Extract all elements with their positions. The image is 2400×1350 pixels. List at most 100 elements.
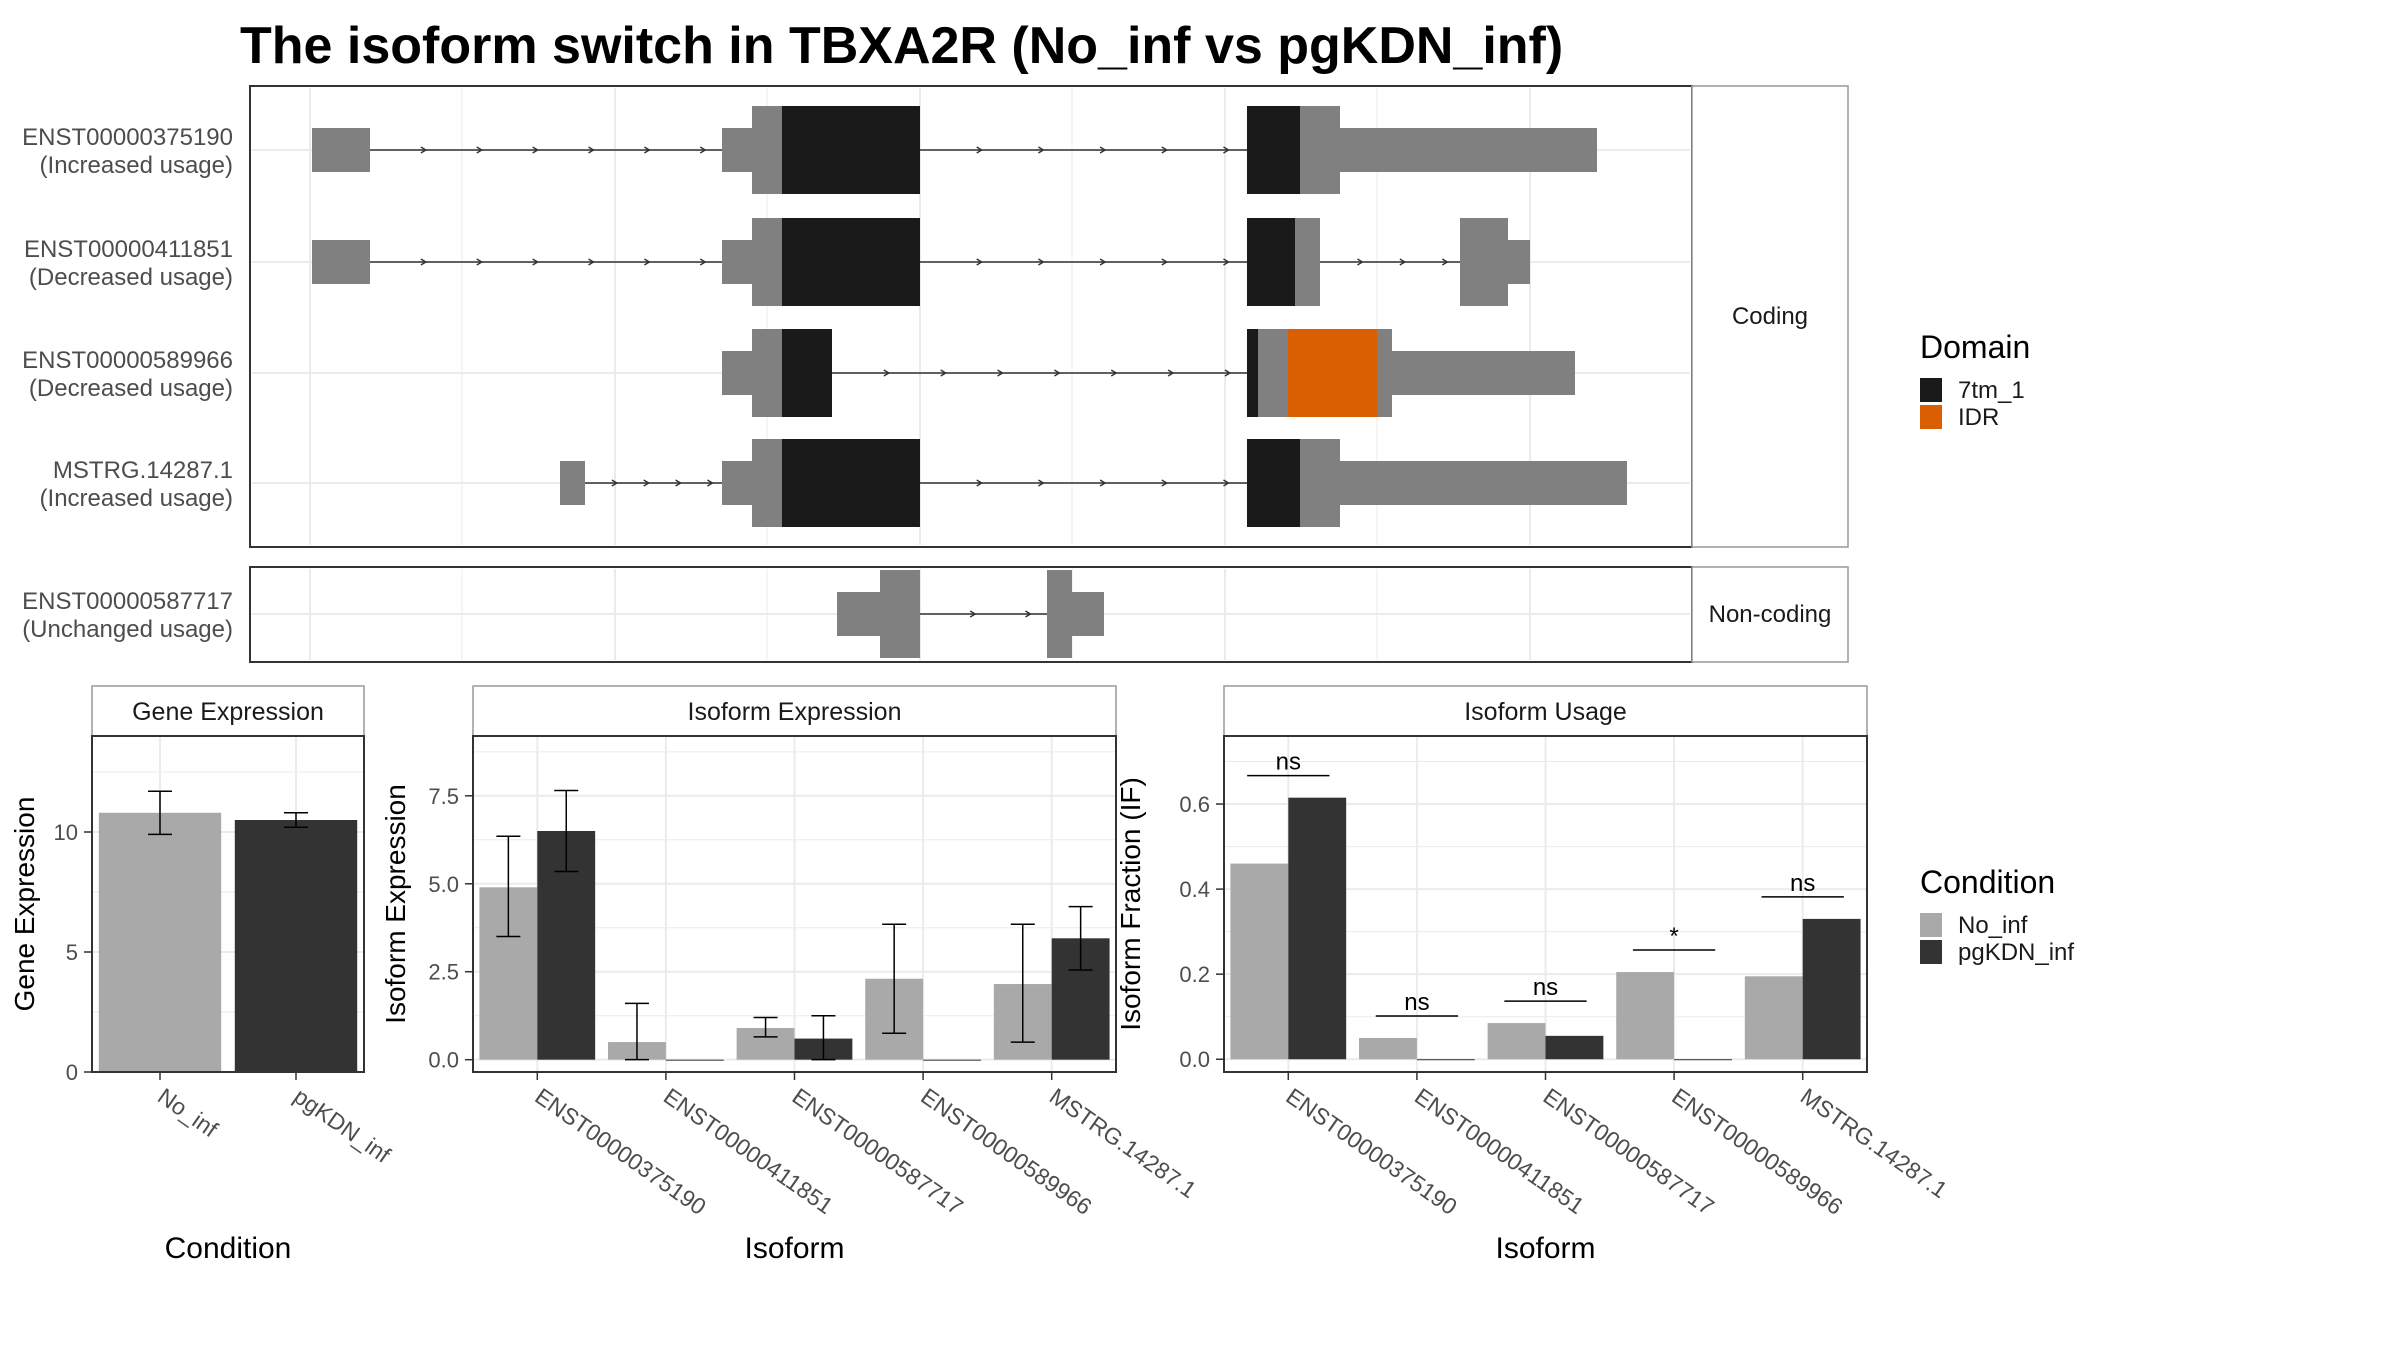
intron-arrow (588, 258, 595, 266)
bar (1744, 976, 1803, 1060)
intron-arrow (976, 258, 984, 266)
cds-exon (880, 570, 920, 658)
domain-7tm-1 (782, 218, 920, 306)
intron-arrow (1224, 369, 1232, 377)
intron-arrow (1038, 479, 1045, 487)
chart-strip-title: Isoform Expression (688, 698, 902, 726)
domain-legend-title: Domain (1920, 329, 2030, 365)
intron-arrow (532, 258, 539, 266)
intron-arrow (1099, 258, 1107, 266)
bar (1545, 1035, 1604, 1060)
domain-7tm-1 (782, 329, 832, 417)
y-tick-label: 0.2 (1179, 962, 1210, 987)
domain-legend-swatch (1920, 378, 1942, 402)
utr-exon (837, 592, 880, 636)
intron-arrow (699, 258, 707, 266)
bar (1616, 972, 1675, 1060)
y-axis-title: Gene Expression (9, 797, 40, 1012)
chart-strip-title: Isoform Usage (1464, 698, 1627, 726)
intron-arrow (1025, 610, 1032, 618)
significance-label: ns (1404, 989, 1429, 1016)
condition-legend-swatch (1920, 940, 1942, 964)
bar (1230, 863, 1289, 1060)
intron-arrow (1099, 146, 1107, 154)
y-tick-label: 0.0 (1179, 1047, 1210, 1072)
chart-0: Gene Expression 0 5 10 No_inf pgKDN_inf Gene E… (9, 685, 396, 1265)
intron-arrow (1038, 258, 1045, 266)
y-tick-label: 0.6 (1179, 792, 1210, 817)
domain-legend-label: IDR (1958, 404, 1999, 431)
y-axis-title: Isoform Expression (380, 784, 411, 1024)
intron-arrow (611, 479, 619, 487)
intron-arrow (1110, 369, 1118, 377)
utr-exon (722, 461, 752, 505)
y-tick-label: 0.4 (1179, 877, 1210, 902)
intron-arrow (644, 146, 651, 154)
utr-exon (1392, 351, 1575, 395)
utr-exon (1508, 240, 1530, 284)
intron-arrow (1223, 146, 1230, 154)
domain-idr (1288, 329, 1377, 417)
intron-arrow (997, 369, 1004, 377)
intron-arrow (976, 479, 984, 487)
bar (923, 1059, 981, 1061)
condition-legend-label: pgKDN_inf (1958, 939, 2074, 966)
isoform-row-usage: (Increased usage) (40, 152, 233, 179)
bar (1359, 1037, 1417, 1060)
bar (1802, 918, 1861, 1060)
intron-arrow (588, 146, 595, 154)
bar (1288, 797, 1347, 1060)
isoform-row-usage: (Increased usage) (40, 485, 233, 512)
utr-exon (560, 461, 585, 505)
figure-title-svg: The isoform switch in TBXA2R (No_inf vs … (240, 17, 1563, 75)
intron-arrow (1038, 146, 1045, 154)
chart-frame (91, 735, 365, 1073)
bar (1487, 1023, 1546, 1060)
y-tick-label: 10 (54, 820, 78, 845)
intron-arrow (643, 479, 651, 487)
domain-7tm-1 (1247, 329, 1258, 417)
intron-arrow (699, 146, 707, 154)
bar (234, 820, 358, 1072)
isoform-row-id: ENST00000589966 (22, 347, 233, 374)
y-tick-label: 0.0 (428, 1048, 459, 1073)
intron-arrow (675, 479, 682, 487)
chart-2: Isoform Usagensnsns*ns0.00.20.40.6ENST00… (1115, 685, 1952, 1265)
intron-arrow (420, 258, 428, 266)
intron-arrow (1161, 146, 1169, 154)
coding-strip-label: Coding (1732, 303, 1808, 330)
utr-exon (722, 351, 752, 395)
domain-7tm-1 (782, 439, 920, 527)
intron-arrow (1223, 479, 1230, 487)
y-axis-title: Isoform Fraction (IF) (1115, 777, 1146, 1031)
isoform-row-usage: (Decreased usage) (29, 264, 233, 291)
cds-exon (1460, 218, 1508, 306)
coding-strip (1691, 85, 1849, 548)
domain-7tm-1 (1247, 106, 1300, 194)
condition-legend-swatch (1920, 913, 1942, 937)
noncoding-strip (1691, 566, 1849, 663)
intron-arrow (476, 146, 484, 154)
intron-arrow (1357, 258, 1364, 266)
x-axis-title: Isoform (1495, 1232, 1595, 1265)
x-axis-title: Isoform (744, 1232, 844, 1265)
noncoding-strip-label: Non-coding (1709, 601, 1832, 628)
figure-title: The isoform switch in TBXA2R (No_inf vs … (240, 17, 1563, 75)
utr-exon (1340, 461, 1627, 505)
utr-exon (312, 128, 370, 172)
y-tick-label: 7.5 (428, 784, 459, 809)
bar (1674, 1059, 1732, 1061)
utr-exon (1340, 128, 1597, 172)
isoform-row-id: ENST00000375190 (22, 124, 233, 151)
utr-exon (722, 240, 752, 284)
intron-arrow (1099, 479, 1107, 487)
x-tick-label: pgKDN_inf (289, 1083, 396, 1168)
isoform-row-id: ENST00000587717 (22, 588, 233, 615)
isoform-row-usage: (Unchanged usage) (22, 616, 233, 643)
intron-arrow (1161, 258, 1169, 266)
x-tick-label: No_inf (153, 1083, 223, 1143)
significance-label: * (1669, 923, 1678, 950)
significance-label: ns (1790, 870, 1815, 897)
